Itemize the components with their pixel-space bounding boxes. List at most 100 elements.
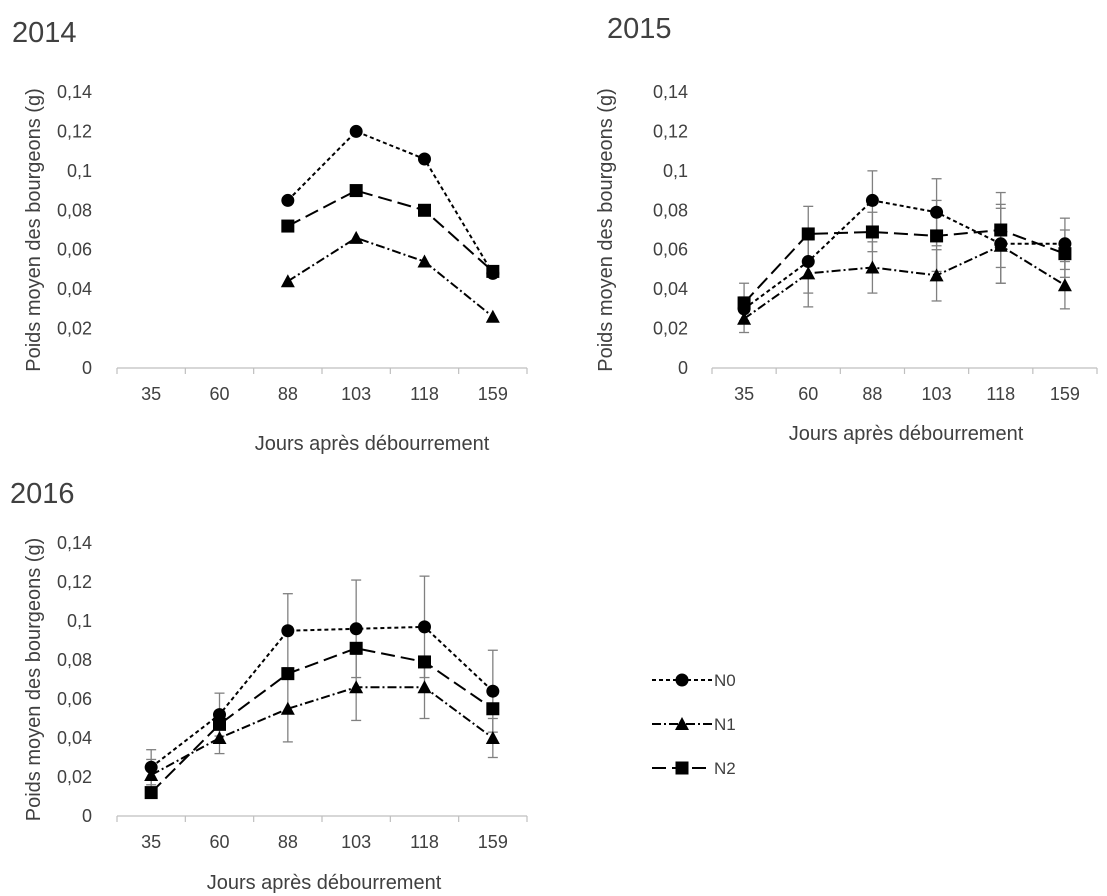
data-point-N2 xyxy=(349,641,363,655)
chart-panel-2014: 2014 Poids moyen des bourgeons (g) 0 0,02 0,… xyxy=(12,17,528,455)
x-tick-label: 88 xyxy=(278,832,298,852)
data-point-N0 xyxy=(486,684,500,698)
y-tick-label: 0,14 xyxy=(57,533,92,553)
data-point-N2 xyxy=(737,296,751,310)
data-point-N2 xyxy=(144,786,158,800)
data-point-N1 xyxy=(212,731,227,744)
y-tick-label: 0,04 xyxy=(57,728,92,748)
x-tick-label: 159 xyxy=(1050,384,1080,404)
x-tick-label: 103 xyxy=(922,384,952,404)
x-tick-label: 60 xyxy=(798,384,818,404)
legend-item-N0: N0 xyxy=(652,671,736,690)
y-tick-label: 0,12 xyxy=(57,572,92,592)
x-tick-label: 103 xyxy=(341,384,371,404)
y-tick-label: 0,02 xyxy=(57,319,92,339)
x-tick-label: 118 xyxy=(410,832,439,852)
data-point-N1 xyxy=(993,238,1008,252)
data-point-N2 xyxy=(994,223,1008,237)
series-line-N1 xyxy=(150,686,494,776)
data-point-N2 xyxy=(865,225,879,239)
y-tick-label: 0,08 xyxy=(653,200,688,220)
data-point-N2 xyxy=(801,227,815,241)
legend-label: N1 xyxy=(714,715,736,734)
y-tick-label: 0,08 xyxy=(57,200,92,220)
chart-title: 2016 xyxy=(10,478,75,510)
data-point-N2 xyxy=(486,264,500,278)
series-line-N0 xyxy=(287,130,494,274)
data-point-N2 xyxy=(486,702,500,716)
legend-marker-square xyxy=(675,761,689,775)
data-point-N2 xyxy=(281,667,295,681)
series-line-N0 xyxy=(743,199,1065,310)
x-tick-label: 159 xyxy=(478,832,508,852)
legend-label: N0 xyxy=(714,671,736,690)
data-point-N1 xyxy=(349,230,364,244)
data-point-N0 xyxy=(1058,237,1072,251)
legend-item-N2: N2 xyxy=(652,759,736,778)
y-tick-label: 0,06 xyxy=(57,689,92,709)
y-tick-label: 0,04 xyxy=(653,279,688,299)
chart-title: 2014 xyxy=(12,17,77,49)
y-tick-label: 0,04 xyxy=(57,279,92,299)
data-point-N1 xyxy=(280,274,295,288)
data-point-N1 xyxy=(485,309,500,323)
data-point-N2 xyxy=(418,203,431,217)
chart-panel-2015: 2015 Poids moyen des bourgeons (g) 0 0,02 0,… xyxy=(595,13,1098,445)
data-point-N1 xyxy=(349,680,364,694)
y-axis-label: Poids moyen des bourgeons (g) xyxy=(595,88,617,372)
x-tick-label: 35 xyxy=(141,384,161,404)
legend-label: N2 xyxy=(714,759,736,778)
x-tick-label: 118 xyxy=(410,384,439,404)
series-line-N2 xyxy=(287,189,494,273)
y-tick-label: 0,1 xyxy=(67,161,92,181)
data-point-N1 xyxy=(144,768,159,782)
data-point-N0 xyxy=(349,124,363,138)
series-line-N2 xyxy=(743,228,1066,304)
x-tick-label: 60 xyxy=(209,384,229,404)
data-point-N1 xyxy=(417,680,432,694)
y-tick-label: 0,02 xyxy=(653,319,688,339)
data-point-N1 xyxy=(1057,278,1072,292)
y-tick-label: 0,1 xyxy=(663,161,688,181)
data-point-N1 xyxy=(485,731,500,744)
data-point-N2 xyxy=(349,184,363,198)
y-tick-label: 0 xyxy=(678,358,688,378)
chart-title: 2015 xyxy=(607,13,672,45)
x-tick-label: 118 xyxy=(986,384,1015,404)
x-tick-label: 35 xyxy=(734,384,754,404)
x-tick-label: 159 xyxy=(478,384,508,404)
x-tick-label: 88 xyxy=(862,384,882,404)
x-tick-label: 103 xyxy=(341,832,371,852)
legend: N0 N1 N2 xyxy=(652,671,736,778)
y-axis-label: Poids moyen des bourgeons (g) xyxy=(23,538,45,822)
chart-panel-2016: 2016 Poids moyen des bourgeons (g) 0 0,02 0,… xyxy=(10,478,528,894)
data-point-N0 xyxy=(801,255,815,269)
data-point-N0 xyxy=(418,152,431,166)
x-axis-label: Jours après débourrement xyxy=(789,423,1024,445)
y-tick-label: 0,08 xyxy=(57,650,92,670)
data-point-N2 xyxy=(418,655,431,669)
y-tick-label: 0,06 xyxy=(653,240,688,260)
x-tick-label: 60 xyxy=(209,832,229,852)
x-axis-label: Jours après débourrement xyxy=(255,433,490,455)
y-axis-label: Poids moyen des bourgeons (g) xyxy=(23,88,45,372)
data-point-N2 xyxy=(213,717,226,731)
data-point-N0 xyxy=(349,622,363,636)
data-point-N0 xyxy=(865,193,879,207)
x-tick-label: 35 xyxy=(141,832,161,852)
legend-item-N1: N1 xyxy=(652,715,736,734)
data-point-N2 xyxy=(930,229,944,243)
y-tick-label: 0 xyxy=(82,358,92,378)
data-point-N0 xyxy=(281,624,295,638)
legend-marker-triangle xyxy=(675,717,689,730)
data-point-N0 xyxy=(418,620,431,634)
y-tick-label: 0,14 xyxy=(653,82,688,102)
x-tick-label: 88 xyxy=(278,384,298,404)
y-tick-label: 0 xyxy=(82,806,92,826)
data-point-N2 xyxy=(1058,247,1072,261)
data-point-N1 xyxy=(737,311,752,325)
x-axis-label: Jours après débourrement xyxy=(207,872,442,894)
series-line-N2 xyxy=(150,647,494,794)
y-tick-label: 0,1 xyxy=(67,611,92,631)
